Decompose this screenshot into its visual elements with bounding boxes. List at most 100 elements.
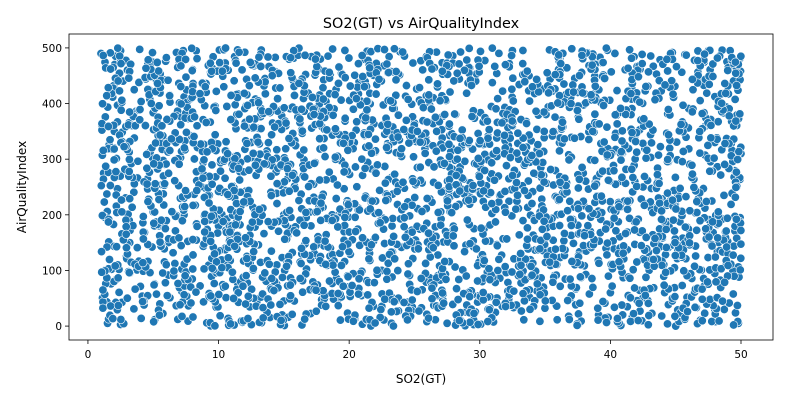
scatter-point — [169, 266, 179, 276]
scatter-point — [321, 301, 331, 311]
scatter-point — [98, 303, 108, 313]
scatter-point — [138, 297, 148, 307]
scatter-point — [439, 298, 449, 308]
scatter-point — [627, 128, 637, 138]
scatter-point — [473, 153, 483, 163]
scatter-point — [253, 137, 263, 147]
scatter-point — [392, 186, 402, 196]
scatter-point — [650, 233, 660, 243]
scatter-point — [718, 296, 728, 306]
scatter-point — [276, 315, 286, 325]
scatter-point — [310, 54, 320, 64]
scatter-point — [215, 311, 225, 321]
scatter-point — [226, 115, 236, 125]
scatter-point — [299, 220, 309, 230]
x-tick-label: 20 — [342, 349, 355, 361]
scatter-point — [410, 192, 420, 202]
scatter-point — [513, 128, 523, 138]
scatter-point — [220, 173, 230, 183]
scatter-point — [732, 80, 742, 90]
scatter-point — [733, 154, 743, 164]
scatter-point — [428, 243, 438, 253]
scatter-point — [98, 50, 108, 60]
scatter-point — [513, 190, 523, 200]
scatter-point — [273, 94, 283, 104]
scatter-point — [555, 221, 565, 231]
scatter-point — [344, 53, 354, 63]
scatter-point — [667, 195, 677, 205]
scatter-point — [713, 233, 723, 243]
y-axis-ticks: 0 100 200 300 400 500 — [42, 43, 69, 333]
scatter-point — [707, 241, 717, 251]
scatter-point — [507, 51, 517, 61]
scatter-point — [627, 164, 637, 174]
y-tick-label: 200 — [42, 210, 62, 222]
scatter-point — [106, 64, 116, 74]
scatter-point — [124, 167, 134, 177]
scatter-point — [352, 182, 362, 192]
scatter-point — [399, 124, 409, 134]
scatter-point — [176, 82, 186, 92]
scatter-point — [350, 212, 360, 222]
scatter-point — [181, 72, 191, 82]
scatter-point — [424, 75, 434, 85]
scatter-point — [343, 200, 353, 210]
scatter-point — [507, 116, 517, 126]
scatter-point — [522, 119, 532, 129]
scatter-point — [710, 252, 720, 262]
scatter-point — [393, 110, 403, 120]
scatter-point — [231, 58, 241, 68]
scatter-point — [574, 114, 584, 124]
scatter-point — [321, 259, 331, 269]
scatter-point — [525, 304, 535, 314]
scatter-point — [500, 186, 510, 196]
scatter-point — [555, 281, 565, 291]
scatter-point — [311, 285, 321, 295]
scatter-point — [601, 43, 611, 53]
scatter-point — [158, 268, 168, 278]
scatter-point — [300, 172, 310, 182]
scatter-point — [491, 104, 501, 114]
scatter-point — [617, 172, 627, 182]
scatter-point — [155, 237, 165, 247]
scatter-point — [217, 66, 227, 76]
scatter-point — [143, 55, 153, 65]
scatter-point — [565, 274, 575, 284]
scatter-point — [412, 126, 422, 136]
scatter-point — [364, 141, 374, 151]
scatter-point — [304, 182, 314, 192]
scatter-point — [535, 244, 545, 254]
scatter-point — [610, 132, 620, 142]
scatter-point — [295, 114, 305, 124]
scatter-point — [142, 179, 152, 189]
scatter-point — [641, 153, 651, 163]
scatter-point — [275, 299, 285, 309]
scatter-point — [225, 227, 235, 237]
scatter-point — [408, 176, 418, 186]
scatter-point — [709, 153, 719, 163]
scatter-point — [500, 60, 510, 70]
x-axis-label: SO2(GT) — [396, 372, 446, 386]
scatter-point — [298, 287, 308, 297]
scatter-point — [206, 291, 216, 301]
scatter-point — [609, 166, 619, 176]
scatter-point — [376, 304, 386, 314]
scatter-point — [200, 227, 210, 237]
scatter-point — [564, 155, 574, 165]
scatter-point — [491, 297, 501, 307]
scatter-point — [609, 302, 619, 312]
scatter-point — [455, 186, 465, 196]
scatter-point — [736, 51, 746, 61]
scatter-point — [440, 256, 450, 266]
scatter-point — [616, 155, 626, 165]
scatter-point — [196, 139, 206, 149]
scatter-point — [435, 96, 445, 106]
scatter-point — [493, 266, 503, 276]
scatter-point — [721, 88, 731, 98]
scatter-point — [454, 316, 464, 326]
scatter-point — [267, 273, 277, 283]
scatter-point — [292, 228, 302, 238]
scatter-point — [704, 79, 714, 89]
scatter-point — [606, 67, 616, 77]
scatter-point — [690, 302, 700, 312]
